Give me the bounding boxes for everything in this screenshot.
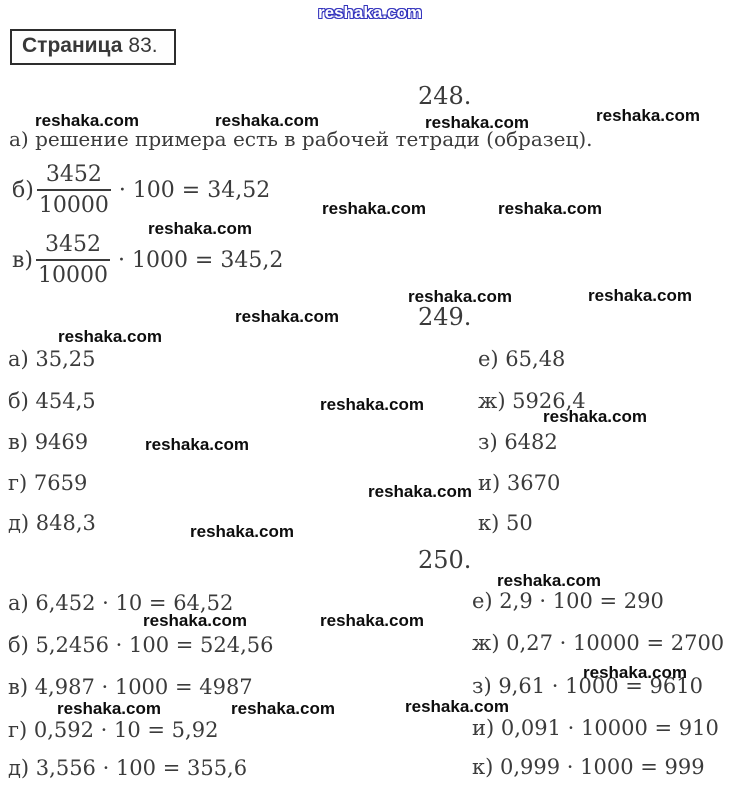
answer-249-i: и) 3670: [478, 471, 561, 495]
answer-250-g: г) 0,592 · 10 = 5,92: [8, 718, 219, 742]
answer-249-v: в) 9469: [8, 430, 89, 454]
site-watermark: reshaka.com: [145, 435, 249, 454]
answer-249-d: д) 848,3: [8, 511, 96, 535]
page-title-number: 83.: [128, 34, 158, 57]
fraction-numerator: 3452: [35, 232, 110, 261]
answer-249-b: б) 454,5: [8, 389, 96, 413]
problem-248-heading: 248.: [418, 82, 472, 110]
answer-248-b: б) 3452 10000 · 100 = 34,52: [12, 162, 270, 218]
site-watermark: reshaka.com: [143, 611, 247, 630]
answer-250-k: к) 0,999 · 1000 = 999: [472, 755, 705, 779]
site-watermark: reshaka.com: [498, 199, 602, 218]
site-watermark: reshaka.com: [408, 287, 512, 306]
answer-249-e: е) 65,48: [478, 347, 566, 371]
site-watermark: reshaka.com: [58, 327, 162, 346]
answer-250-d: д) 3,556 · 100 = 355,6: [8, 756, 248, 780]
answer-248-a: а) решение примера есть в рабочей тетрад…: [9, 127, 593, 151]
expression: · 100 = 34,52: [118, 177, 271, 203]
site-watermark: reshaka.com: [405, 697, 509, 716]
site-watermark: reshaka.com: [215, 111, 319, 130]
page-title-word: Страница: [22, 34, 123, 57]
answer-249-a: а) 35,25: [8, 347, 96, 371]
answer-250-i: и) 0,091 · 10000 = 910: [472, 716, 719, 740]
item-label: в): [12, 247, 33, 273]
site-watermark: reshaka.com: [425, 113, 529, 132]
page-title: Страница 83.: [10, 29, 176, 65]
answer-248-v: в) 3452 10000 · 1000 = 345,2: [12, 232, 283, 288]
site-watermark: reshaka.com: [368, 482, 472, 501]
site-watermark: reshaka.com: [543, 407, 647, 426]
answer-249-z: з) 6482: [478, 430, 558, 454]
site-watermark: reshaka.com: [320, 395, 424, 414]
fraction: 3452 10000: [36, 162, 111, 218]
answer-250-v: в) 4,987 · 1000 = 4987: [8, 675, 253, 699]
site-watermark: reshaka.com: [190, 522, 294, 541]
fraction-numerator: 3452: [36, 162, 111, 191]
site-watermark: reshaka.com: [148, 219, 252, 238]
fraction: 3452 10000: [35, 232, 110, 288]
fraction-denominator: 10000: [38, 193, 109, 218]
expression: · 1000 = 345,2: [117, 247, 284, 273]
problem-249-heading: 249.: [418, 303, 472, 331]
site-watermark: reshaka.com: [57, 699, 161, 718]
site-watermark: reshaka.com: [588, 286, 692, 305]
item-label: б): [12, 177, 34, 203]
problem-250-heading: 250.: [418, 546, 472, 574]
site-watermark: reshaka.com: [35, 111, 139, 130]
answer-250-a: а) 6,452 · 10 = 64,52: [8, 591, 234, 615]
answer-250-e: е) 2,9 · 100 = 290: [472, 589, 664, 613]
site-watermark: reshaka.com: [235, 307, 339, 326]
site-watermark: reshaka.com: [596, 106, 700, 125]
fraction-denominator: 10000: [37, 263, 108, 288]
answer-250-z: з) 9,61 · 1000 = 9610: [472, 674, 703, 698]
site-watermark: reshaka.com: [318, 3, 422, 22]
site-watermark: reshaka.com: [583, 663, 687, 682]
site-watermark: reshaka.com: [231, 699, 335, 718]
site-watermark: reshaka.com: [322, 199, 426, 218]
answer-249-g: г) 7659: [8, 471, 88, 495]
answer-250-zh: ж) 0,27 · 10000 = 2700: [472, 631, 725, 655]
answer-249-k: к) 50: [478, 511, 533, 535]
answer-249-zh: ж) 5926,4: [478, 389, 586, 413]
site-watermark: reshaka.com: [320, 611, 424, 630]
answer-250-b: б) 5,2456 · 100 = 524,56: [8, 633, 274, 657]
site-watermark: reshaka.com: [497, 571, 601, 590]
